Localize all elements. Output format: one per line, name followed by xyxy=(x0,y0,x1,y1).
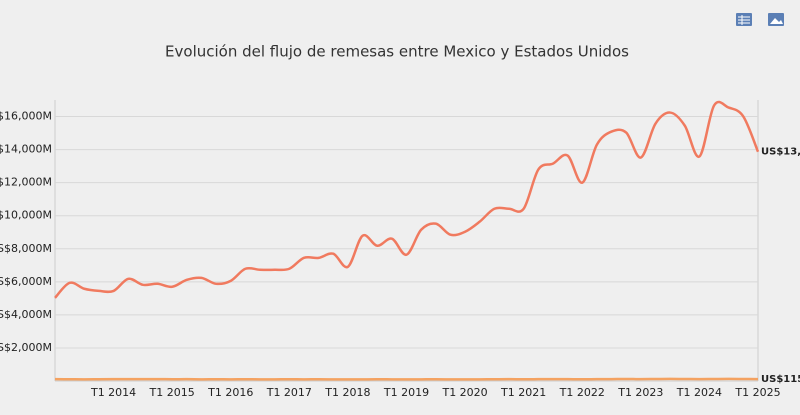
x-tick-label: T1 2014 xyxy=(90,386,136,399)
table-icon[interactable] xyxy=(736,13,752,26)
chart-title: Evolución del flujo de remesas entre Mex… xyxy=(165,43,629,61)
x-tick-label: T1 2020 xyxy=(441,386,487,399)
series-line xyxy=(54,100,760,299)
y-tick-label: US$8,000M xyxy=(0,242,52,255)
x-tick-label: T1 2016 xyxy=(207,386,253,399)
end-label: US$13,870M xyxy=(761,147,800,158)
x-tick-label: T1 2023 xyxy=(617,386,663,399)
y-tick-label: US$2,000M xyxy=(0,341,52,354)
x-tick-label: T1 2019 xyxy=(383,386,429,399)
x-tick-label: T1 2015 xyxy=(149,386,195,399)
x-tick-label: T1 2018 xyxy=(324,386,370,399)
end-label: US$115M xyxy=(761,374,800,385)
x-tick-label: T1 2024 xyxy=(676,386,722,399)
image-icon[interactable] xyxy=(768,13,784,26)
x-tick-label: T1 2021 xyxy=(500,386,546,399)
x-tick-label: T1 2017 xyxy=(266,386,312,399)
x-tick-label: T1 2025 xyxy=(734,386,780,399)
y-tick-label: US$12,000M xyxy=(0,176,52,189)
y-tick-label: US$6,000M xyxy=(0,275,52,288)
y-tick-label: US$10,000M xyxy=(0,209,52,222)
x-tick-label: T1 2022 xyxy=(559,386,605,399)
y-tick-label: US$4,000M xyxy=(0,308,52,321)
y-tick-label: US$16,000M xyxy=(0,110,52,123)
y-tick-label: US$14,000M xyxy=(0,143,52,156)
